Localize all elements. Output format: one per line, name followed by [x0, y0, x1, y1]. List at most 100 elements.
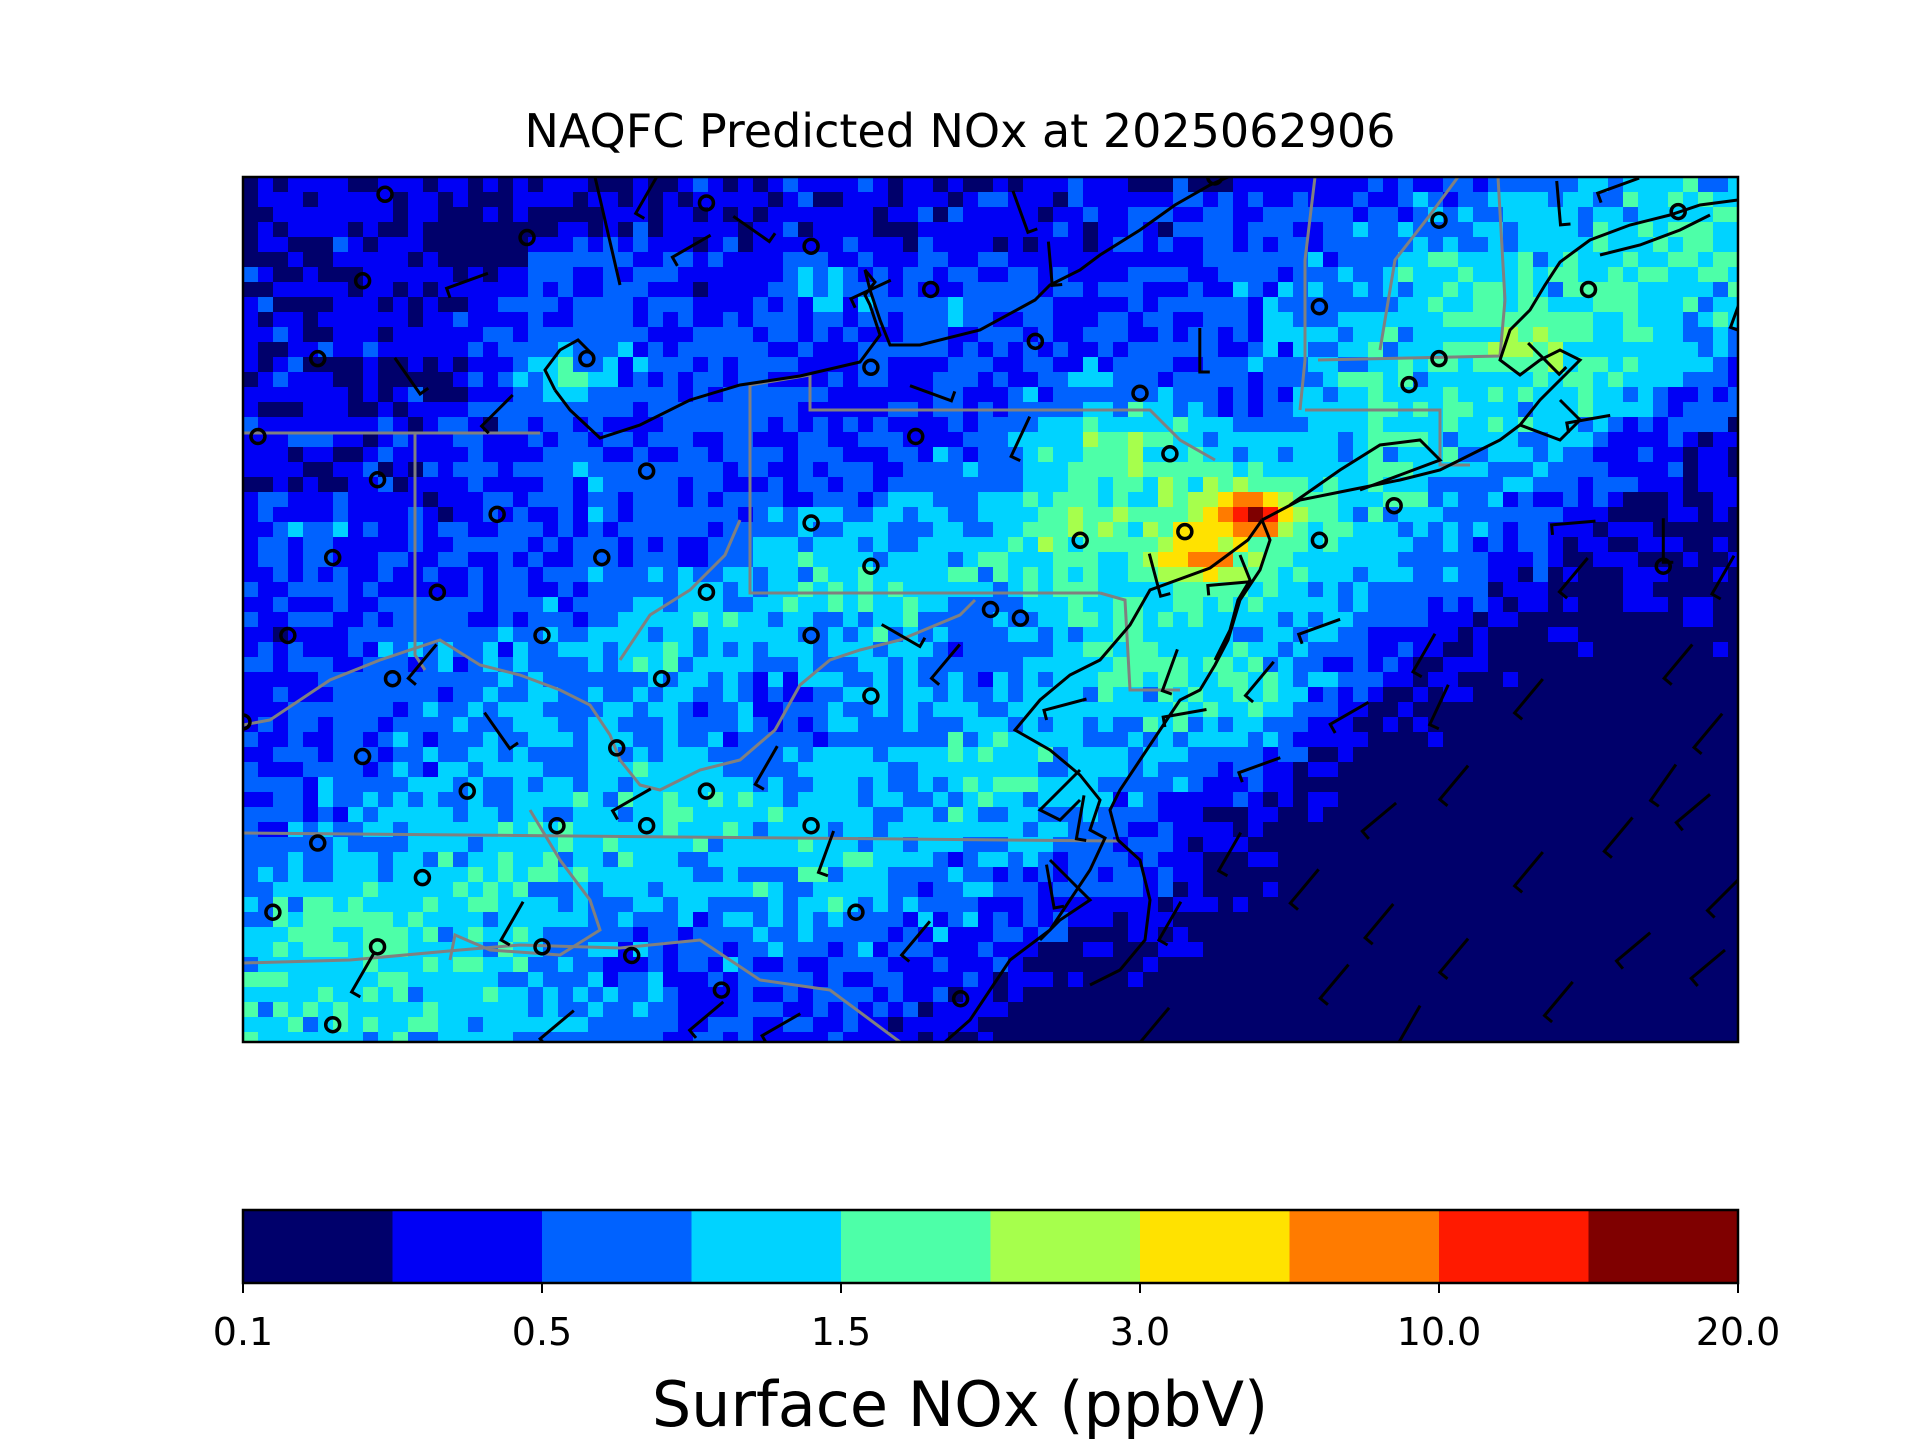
- nox-cell: [438, 522, 454, 538]
- nox-cell: [1173, 882, 1189, 898]
- nox-cell: [573, 177, 589, 193]
- nox-cell: [1023, 657, 1039, 673]
- nox-cell: [1443, 567, 1459, 583]
- nox-cell: [693, 882, 709, 898]
- nox-cell: [1293, 207, 1309, 223]
- nox-cell: [903, 447, 919, 463]
- nox-cell: [378, 207, 394, 223]
- nox-cell: [588, 522, 604, 538]
- nox-cell: [1533, 702, 1549, 718]
- nox-cell: [1098, 642, 1114, 658]
- nox-cell: [753, 417, 769, 433]
- nox-cell: [783, 417, 799, 433]
- nox-cell: [243, 807, 259, 823]
- nox-cell: [663, 747, 679, 763]
- nox-cell: [993, 702, 1009, 718]
- nox-cell: [978, 582, 994, 598]
- nox-cell: [573, 237, 589, 253]
- nox-cell: [1098, 522, 1114, 538]
- nox-cell: [1083, 747, 1099, 763]
- nox-cell: [1278, 252, 1294, 268]
- nox-cell: [918, 822, 934, 838]
- nox-cell: [1113, 432, 1129, 448]
- nox-cell: [1248, 747, 1264, 763]
- nox-cell: [948, 912, 964, 928]
- nox-cell: [423, 807, 439, 823]
- nox-cell: [258, 537, 274, 553]
- nox-cell: [918, 177, 934, 193]
- nox-cell: [528, 732, 544, 748]
- nox-cell: [1203, 867, 1219, 883]
- nox-cell: [738, 792, 754, 808]
- nox-cell: [1608, 912, 1624, 928]
- nox-cell: [1428, 537, 1444, 553]
- nox-cell: [543, 642, 559, 658]
- nox-cell: [1428, 507, 1444, 523]
- nox-cell: [1518, 477, 1534, 493]
- nox-cell: [1308, 552, 1324, 568]
- nox-cell: [1608, 327, 1624, 343]
- nox-cell: [1713, 612, 1729, 628]
- nox-cell: [1083, 372, 1099, 388]
- nox-cell: [783, 687, 799, 703]
- nox-cell: [1413, 627, 1429, 643]
- nox-cell: [648, 687, 664, 703]
- nox-cell: [708, 372, 724, 388]
- nox-cell: [843, 177, 859, 193]
- nox-cell: [1233, 717, 1249, 733]
- nox-cell: [303, 387, 319, 403]
- nox-cell: [348, 852, 364, 868]
- nox-cell: [783, 642, 799, 658]
- nox-cell: [798, 657, 814, 673]
- nox-cell: [813, 672, 829, 688]
- nox-cell: [1233, 897, 1249, 913]
- nox-cell: [918, 657, 934, 673]
- nox-cell: [1143, 192, 1159, 208]
- nox-cell: [1353, 882, 1369, 898]
- nox-cell: [663, 852, 679, 868]
- nox-cell: [1173, 657, 1189, 673]
- nox-cell: [573, 507, 589, 523]
- nox-cell: [678, 732, 694, 748]
- nox-cell: [273, 432, 289, 448]
- nox-cell: [858, 537, 874, 553]
- nox-cell: [1653, 597, 1669, 613]
- nox-cell: [573, 642, 589, 658]
- nox-cell: [963, 612, 979, 628]
- nox-cell: [1608, 267, 1624, 283]
- nox-cell: [663, 417, 679, 433]
- nox-cell: [543, 447, 559, 463]
- nox-cell: [813, 462, 829, 478]
- nox-cell: [678, 687, 694, 703]
- nox-cell: [1653, 177, 1669, 193]
- nox-cell: [918, 807, 934, 823]
- nox-cell: [603, 477, 619, 493]
- nox-cell: [1668, 897, 1684, 913]
- nox-cell: [1683, 852, 1699, 868]
- nox-cell: [903, 492, 919, 508]
- nox-cell: [1458, 747, 1474, 763]
- nox-cell: [1488, 492, 1504, 508]
- nox-cell: [438, 702, 454, 718]
- nox-cell: [1248, 252, 1264, 268]
- nox-cell: [708, 837, 724, 853]
- nox-cell: [528, 297, 544, 313]
- nox-cell: [1668, 762, 1684, 778]
- nox-cell: [603, 492, 619, 508]
- nox-cell: [363, 912, 379, 928]
- nox-cell: [1518, 462, 1534, 478]
- nox-cell: [858, 777, 874, 793]
- nox-cell: [1608, 762, 1624, 778]
- nox-cell: [1248, 717, 1264, 733]
- nox-cell: [993, 267, 1009, 283]
- nox-cell: [1173, 477, 1189, 493]
- nox-cell: [1008, 282, 1024, 298]
- nox-cell: [1473, 732, 1489, 748]
- nox-cell: [1023, 252, 1039, 268]
- nox-cell: [1638, 822, 1654, 838]
- nox-cell: [1188, 297, 1204, 313]
- nox-cell: [963, 282, 979, 298]
- nox-cell: [378, 792, 394, 808]
- nox-cell: [243, 627, 259, 643]
- nox-cell: [1143, 852, 1159, 868]
